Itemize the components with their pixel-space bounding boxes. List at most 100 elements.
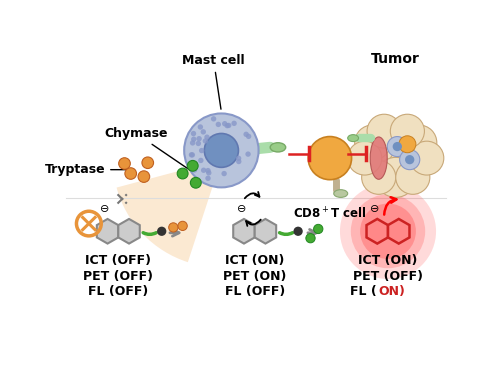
Circle shape [362, 160, 396, 194]
Circle shape [400, 150, 420, 170]
Circle shape [246, 151, 251, 157]
Polygon shape [254, 219, 276, 244]
Circle shape [192, 167, 197, 173]
Circle shape [190, 140, 196, 146]
FancyArrowPatch shape [245, 192, 260, 198]
Text: $\ominus$: $\ominus$ [236, 203, 246, 214]
Circle shape [392, 142, 402, 151]
Text: PET (ON): PET (ON) [223, 270, 286, 283]
Circle shape [138, 171, 149, 183]
Circle shape [142, 157, 154, 169]
Circle shape [191, 137, 196, 142]
Circle shape [390, 114, 424, 148]
Circle shape [168, 223, 178, 232]
Circle shape [399, 136, 416, 153]
FancyArrowPatch shape [246, 220, 260, 226]
Circle shape [294, 227, 303, 236]
Ellipse shape [270, 143, 285, 152]
Circle shape [204, 134, 210, 140]
Circle shape [396, 160, 430, 194]
Ellipse shape [370, 137, 387, 179]
Circle shape [222, 121, 228, 126]
Text: ICT (ON): ICT (ON) [358, 254, 418, 268]
Wedge shape [116, 160, 222, 262]
Circle shape [196, 141, 201, 146]
Polygon shape [97, 219, 118, 244]
Circle shape [200, 129, 206, 135]
Text: Mast cell: Mast cell [182, 54, 245, 109]
Circle shape [351, 194, 425, 268]
Circle shape [236, 156, 242, 161]
Circle shape [360, 204, 416, 259]
Polygon shape [118, 219, 140, 244]
Circle shape [367, 114, 401, 148]
Circle shape [196, 136, 202, 141]
Circle shape [206, 168, 210, 173]
Circle shape [199, 148, 204, 153]
Text: Tumor: Tumor [372, 52, 420, 66]
Circle shape [191, 131, 196, 136]
Circle shape [401, 125, 437, 160]
Circle shape [222, 171, 227, 176]
Ellipse shape [334, 190, 347, 197]
Circle shape [189, 152, 194, 158]
Circle shape [244, 132, 249, 137]
Circle shape [125, 168, 136, 179]
Circle shape [396, 135, 434, 174]
Circle shape [387, 137, 407, 156]
Text: Chymase: Chymase [104, 127, 190, 170]
Text: $\ominus$: $\ominus$ [99, 203, 110, 214]
Polygon shape [233, 219, 254, 244]
Text: ON): ON) [378, 285, 406, 298]
Circle shape [246, 134, 252, 139]
Circle shape [389, 147, 426, 184]
Circle shape [306, 234, 315, 243]
Circle shape [198, 158, 203, 163]
Circle shape [405, 155, 414, 164]
Circle shape [206, 176, 210, 181]
Circle shape [354, 125, 390, 160]
Circle shape [202, 138, 208, 144]
Circle shape [216, 122, 221, 127]
Circle shape [118, 158, 130, 169]
Circle shape [224, 123, 230, 128]
Circle shape [370, 147, 406, 184]
Circle shape [357, 135, 396, 174]
Circle shape [410, 141, 444, 175]
Text: $\ominus$: $\ominus$ [369, 203, 379, 214]
Circle shape [374, 121, 418, 164]
Text: FL (OFF): FL (OFF) [88, 285, 148, 298]
Text: Tryptase: Tryptase [44, 163, 134, 176]
Circle shape [211, 116, 216, 121]
Text: ICT (ON): ICT (ON) [225, 254, 284, 268]
Text: PET (OFF): PET (OFF) [84, 270, 154, 283]
Circle shape [206, 170, 212, 176]
Text: CD8$^+$T cell: CD8$^+$T cell [294, 206, 366, 221]
Circle shape [340, 184, 436, 279]
Circle shape [188, 160, 198, 171]
Circle shape [190, 177, 201, 188]
Circle shape [314, 224, 323, 234]
Ellipse shape [348, 135, 358, 142]
FancyArrowPatch shape [143, 233, 156, 234]
Polygon shape [366, 219, 388, 244]
Circle shape [157, 227, 166, 236]
Circle shape [348, 141, 382, 175]
FancyArrowPatch shape [280, 233, 292, 234]
Text: PET (OFF): PET (OFF) [353, 270, 423, 283]
Circle shape [177, 168, 188, 179]
Circle shape [232, 121, 237, 126]
Circle shape [198, 124, 203, 130]
Text: ICT (OFF): ICT (OFF) [86, 254, 152, 268]
Circle shape [376, 158, 416, 197]
Circle shape [226, 123, 232, 128]
Circle shape [308, 137, 352, 180]
Circle shape [204, 134, 238, 167]
FancyArrowPatch shape [384, 197, 396, 215]
Circle shape [236, 159, 242, 164]
Circle shape [201, 167, 206, 173]
Text: FL (OFF): FL (OFF) [224, 285, 285, 298]
Polygon shape [388, 219, 409, 244]
Circle shape [190, 152, 195, 158]
Circle shape [184, 113, 258, 187]
